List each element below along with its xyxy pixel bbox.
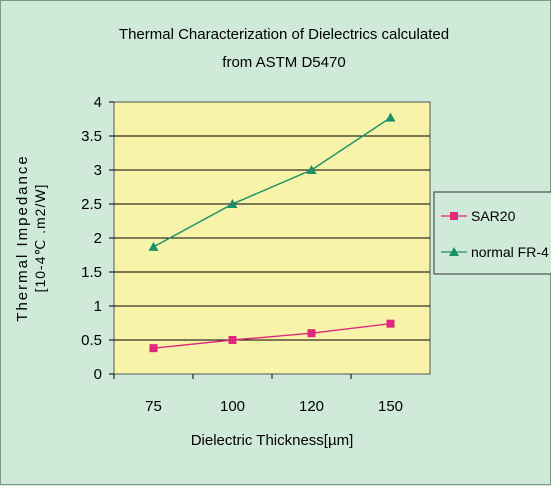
y-tick-label: 4 — [94, 94, 102, 111]
data-point — [149, 344, 158, 353]
y-tick-label: 2.5 — [81, 196, 102, 213]
y-axis-label-line-2: [10-4℃ .m2/W] — [32, 184, 48, 293]
series-line — [153, 117, 391, 248]
y-tick-label: 1 — [94, 298, 102, 315]
data-point — [306, 165, 317, 174]
data-point — [386, 319, 395, 328]
x-axis-label: Dielectric Thickness[µm] — [191, 432, 354, 449]
chart-title-line-2: from ASTM D5470 — [222, 54, 345, 71]
data-point — [228, 336, 237, 344]
y-tick-label: 3.5 — [81, 128, 102, 145]
y-axis-label-line-2-group: [10-4℃ .m2/W] — [32, 184, 48, 293]
y-tick-label: 2 — [94, 230, 102, 247]
chart-title-line-1: Thermal Characterization of Dielectrics … — [119, 26, 449, 43]
y-axis-ticks: 0 0.5 1 1.5 2 2.5 3 3.5 4 — [81, 94, 114, 383]
legend-box — [433, 191, 551, 275]
legend-label-sar20: SAR20 — [471, 208, 516, 224]
x-tick-label: 150 — [378, 398, 403, 415]
x-tick-label: 75 — [145, 398, 162, 415]
data-point — [385, 112, 396, 122]
gridlines — [114, 135, 430, 341]
legend-marker-sar20 — [450, 212, 458, 220]
y-tick-label: 0.5 — [81, 332, 102, 349]
x-tick-label: 100 — [220, 398, 245, 415]
legend-label-fr4: normal FR-4 — [471, 244, 549, 260]
legend: SAR20 normal FR-4 — [433, 191, 551, 275]
y-tick-label: 0 — [94, 366, 102, 383]
data-point — [227, 199, 238, 208]
data-point — [307, 329, 316, 338]
x-axis-ticks: 75 100 120 150 — [113, 374, 403, 415]
legend-marker-fr4 — [449, 247, 459, 256]
y-axis-label-group: Thermal Impedance — [14, 154, 31, 321]
data-point — [148, 241, 159, 251]
y-tick-label: 3 — [94, 162, 102, 179]
series-group — [148, 112, 396, 353]
x-tick-label: 120 — [299, 398, 324, 415]
y-axis-label-line-1: Thermal Impedance — [14, 154, 31, 321]
y-tick-label: 1.5 — [81, 264, 102, 281]
series-line — [153, 322, 391, 349]
